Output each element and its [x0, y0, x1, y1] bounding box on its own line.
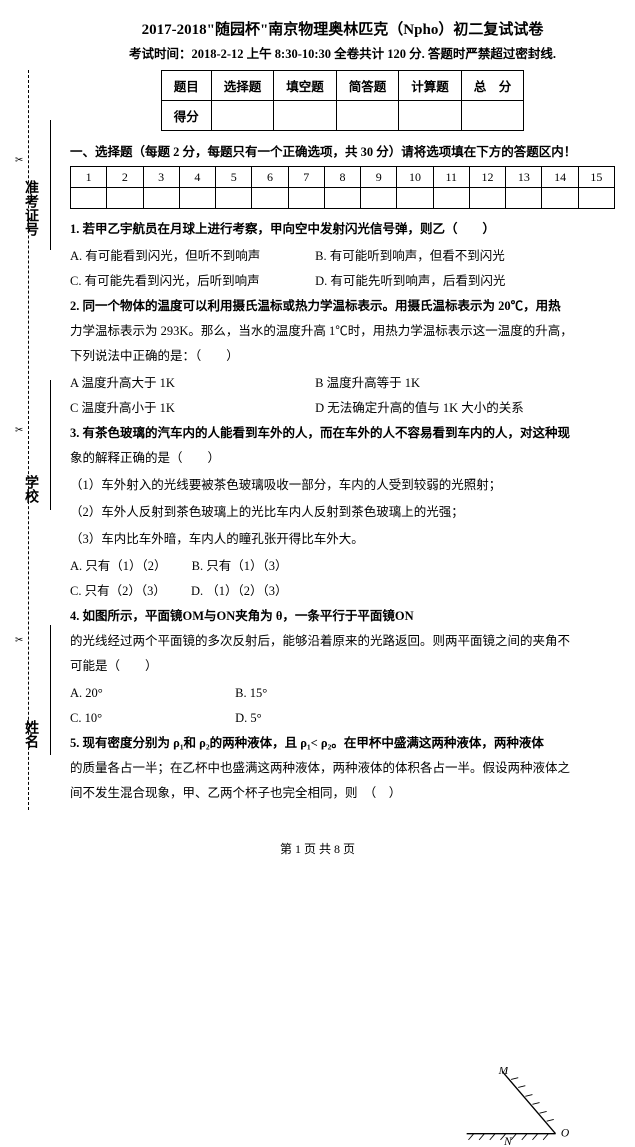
question-2-options: A 温度升高大于 1K B 温度升高等于 1K C 温度升高小于 1K D 无法…	[70, 371, 615, 421]
table-row: 题目 选择题 填空题 简答题 计算题 总 分	[161, 71, 524, 101]
question-1-options: A. 有可能看到闪光，但听不到响声 B. 有可能听到响声，但看不到闪光 C. 有…	[70, 244, 615, 294]
question-5-stem: 5. 现有密度分别为 ρ₁和 ρ₂的两种液体，且 ρ₁< ρ₂。在甲杯中盛满这两…	[70, 731, 615, 806]
side-label-name: 姓名	[20, 720, 40, 748]
answer-grid: 1 2 3 4 5 6 7 8 9 10 11 12 13 14 15	[70, 166, 615, 209]
score-row-label: 得分	[161, 101, 211, 131]
binding-margin: 准考证号 ✂ 学校 ✂ 姓名 ✂	[20, 50, 60, 830]
question-3-sub1: （1）车外射入的光线要被茶色玻璃吸收一部分，车内的人受到较弱的光照射；	[70, 473, 615, 498]
question-3-sub3: （3）车内比车外暗，车内人的瞳孔张开得比车外大。	[70, 527, 615, 552]
question-3-stem: 3. 有茶色玻璃的汽车内的人能看到车外的人，而在车外的人不容易看到车内的人，对这…	[70, 421, 615, 471]
exam-subtitle: 考试时间：2018-2-12 上午 8:30-10:30 全卷共计 120 分.…	[70, 43, 615, 62]
section-1-heading: 一、选择题（每题 2 分，每题只有一个正确选项，共 30 分）请将选项填在下方的…	[70, 141, 615, 160]
side-label-school: 学校	[20, 475, 40, 503]
table-row: 得分	[161, 101, 524, 131]
score-header: 简答题	[336, 71, 399, 101]
question-2-stem: 2. 同一个物体的温度可以利用摄氏温标或热力学温标表示。用摄氏温标表示为 20℃…	[70, 294, 615, 369]
page-footer: 第 1 页 共 8 页	[0, 840, 635, 857]
table-row	[71, 188, 615, 209]
main-content: 2017-2018"随园杯"南京物理奥林匹克（Npho）初二复试试卷 考试时间：…	[70, 18, 615, 808]
score-header: 选择题	[211, 71, 274, 101]
side-underline-3	[50, 625, 51, 755]
question-3-sub2: （2）车外人反射到茶色玻璃上的光比车内人反射到茶色玻璃上的光强；	[70, 500, 615, 525]
question-4-options: A. 20° B. 15° C. 10° D. 5°	[70, 681, 615, 731]
score-header: 总 分	[461, 71, 524, 101]
scissor-icon: ✂	[15, 635, 23, 646]
label-N: N	[503, 1136, 513, 1147]
mirror-diagram: M N O	[465, 1067, 575, 1147]
label-M: M	[498, 1067, 510, 1077]
score-header: 题目	[161, 71, 211, 101]
score-table: 题目 选择题 填空题 简答题 计算题 总 分 得分	[161, 70, 525, 131]
side-underline-2	[50, 380, 51, 510]
score-header: 计算题	[399, 71, 462, 101]
scissor-icon: ✂	[15, 425, 23, 436]
label-O: O	[561, 1127, 570, 1139]
side-underline-1	[50, 120, 51, 250]
exam-title: 2017-2018"随园杯"南京物理奥林匹克（Npho）初二复试试卷	[70, 18, 615, 39]
question-4-stem: 4. 如图所示，平面镜OM与ON夹角为 θ，一条平行于平面镜ON 的光线经过两个…	[70, 604, 615, 679]
side-label-examno: 准考证号	[20, 180, 40, 236]
question-1-stem: 1. 若甲乙宇航员在月球上进行考察，甲向空中发射闪光信号弹，则乙（ ）	[70, 217, 615, 242]
question-3-options: A. 只有（1）（2） B. 只有（1）（3） C. 只有（2）（3） D. （…	[70, 554, 615, 604]
score-header: 填空题	[274, 71, 337, 101]
scissor-icon: ✂	[15, 155, 23, 166]
table-row: 1 2 3 4 5 6 7 8 9 10 11 12 13 14 15	[71, 167, 615, 188]
